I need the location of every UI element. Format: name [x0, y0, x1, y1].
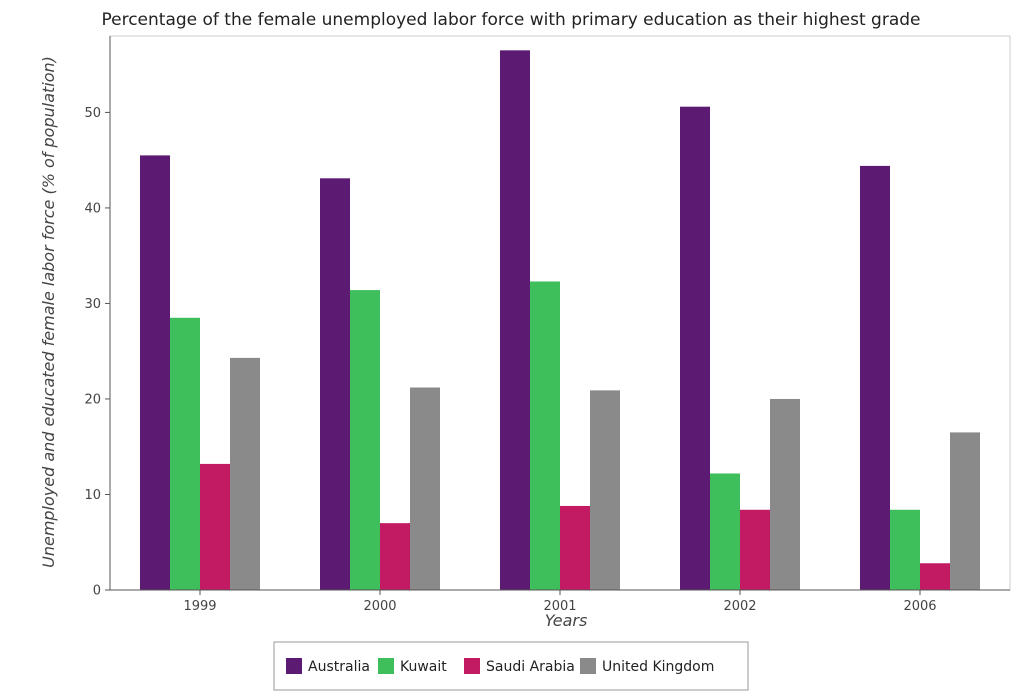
y-axis: 0 10 20 30 40 50	[84, 36, 111, 599]
bar-australia-1999	[140, 155, 170, 590]
bar-australia-2000	[320, 178, 350, 591]
bar-united-kingdom-1999	[230, 357, 260, 590]
bar-australia-2001	[500, 50, 530, 591]
legend-box	[273, 641, 749, 691]
y-tick-label: 40	[84, 201, 101, 216]
bar-saudi-arabia-1999	[200, 463, 230, 590]
x-tick-label: 1999	[183, 599, 216, 614]
bar-saudi-arabia-2002	[740, 509, 770, 590]
x-tick-label: 2006	[903, 599, 936, 614]
bar-saudi-arabia-2000	[380, 523, 410, 590]
x-axis-label: Years	[545, 611, 588, 630]
bar-australia-2006	[860, 165, 890, 590]
bar-kuwait-1999	[170, 317, 200, 590]
x-tick-label: 2002	[723, 599, 756, 614]
bar-united-kingdom-2000	[410, 387, 440, 590]
bars	[140, 50, 980, 591]
x-tick-label: 2001	[543, 599, 576, 614]
chart-title: Percentage of the female unemployed labo…	[101, 10, 921, 30]
bar-kuwait-2000	[350, 290, 380, 590]
bar-saudi-arabia-2001	[560, 505, 590, 590]
legend-label: United Kingdom	[602, 659, 714, 675]
bar-united-kingdom-2002	[770, 398, 800, 590]
legend-label: Kuwait	[400, 659, 447, 675]
bar-united-kingdom-2006	[950, 432, 980, 590]
bar-united-kingdom-2001	[590, 390, 620, 590]
y-tick-label: 20	[84, 392, 101, 407]
bar-kuwait-2001	[530, 281, 560, 590]
bar-australia-2002	[680, 106, 710, 590]
legend-swatch	[580, 658, 596, 674]
legend-swatch	[286, 658, 302, 674]
bar-saudi-arabia-2006	[920, 563, 950, 590]
bar-kuwait-2006	[890, 509, 920, 590]
y-axis-label: Unemployed and educated female labor for…	[39, 56, 58, 568]
y-tick-label: 10	[84, 488, 101, 503]
legend-swatch	[378, 658, 394, 674]
legend-swatch	[464, 658, 480, 674]
bar-kuwait-2002	[710, 473, 740, 590]
y-tick-label: 0	[93, 584, 101, 599]
x-tick-label: 2000	[363, 599, 396, 614]
x-axis: 1999 2000 2001 2002 2006	[110, 589, 1010, 614]
legend-label: Saudi Arabia	[486, 659, 575, 675]
legend-label: Australia	[308, 659, 370, 675]
legend: Australia Kuwait Saudi Arabia United Kingdo…	[273, 641, 749, 691]
y-tick-label: 30	[84, 297, 101, 312]
y-tick-label: 50	[84, 106, 101, 121]
